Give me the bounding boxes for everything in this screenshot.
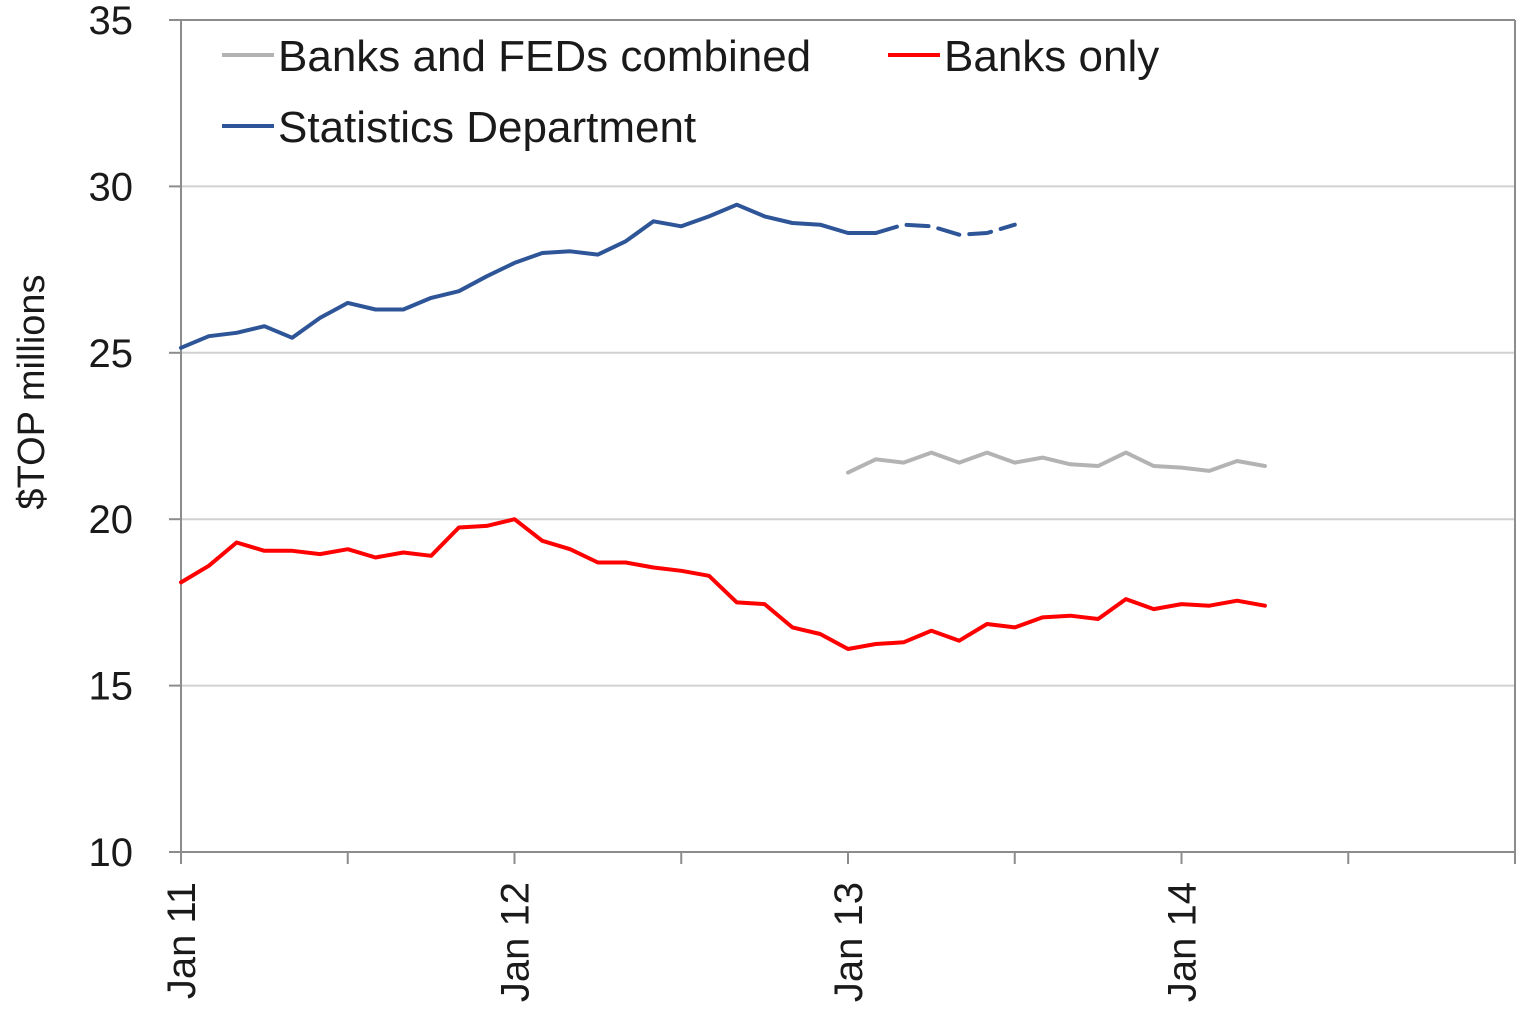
- series-lines: [179, 202, 1267, 651]
- x-tick-label: Jan 12: [494, 882, 538, 1002]
- legend-item: Statistics Department: [222, 103, 696, 152]
- y-tick-label: 35: [89, 0, 134, 43]
- y-tick-label: 15: [89, 665, 134, 709]
- x-tick-label: Jan 14: [1161, 882, 1205, 1002]
- axes: 10 15 20 25 30 35 Jan 11 Jan 12 Jan 13 Jan 14: [89, 0, 1516, 1002]
- y-tick-label: 10: [89, 831, 134, 875]
- y-tick-label: 30: [89, 165, 134, 209]
- legend-label: Banks and FEDs combined: [278, 32, 811, 81]
- y-tick-label: 20: [89, 498, 134, 542]
- legend: Banks and FEDs combined Banks only Statist…: [222, 32, 1159, 152]
- series-line-statistics-department-dashed: [873, 222, 1017, 237]
- x-tick-label: Jan 11: [160, 882, 204, 999]
- legend-item: Banks and FEDs combined: [222, 32, 811, 81]
- y-axis-label: $TOP millions: [11, 274, 53, 509]
- legend-item: Banks only: [888, 32, 1159, 81]
- legend-label: Banks only: [944, 32, 1159, 81]
- series-line-statistics-department: [179, 202, 878, 350]
- y-tick-label: 25: [89, 332, 134, 376]
- series-line-banks-and-feds-combined: [846, 450, 1267, 475]
- x-tick-label: Jan 13: [827, 882, 871, 1002]
- legend-label: Statistics Department: [278, 103, 696, 152]
- series-line-banks-only: [179, 517, 1267, 651]
